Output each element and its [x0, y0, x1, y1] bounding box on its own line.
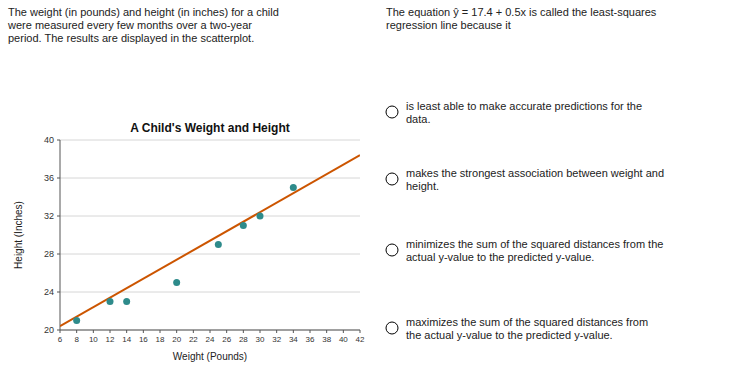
text-line: is least able to make accurate predictio…: [406, 100, 642, 112]
text-line: minimizes the sum of the squared distanc…: [406, 238, 663, 250]
x-tick-label: 14: [122, 335, 131, 344]
text-line: were measured every few months over a tw…: [7, 19, 252, 31]
text-line: regression line because it: [386, 19, 511, 31]
scatter-point: [73, 317, 80, 324]
x-tick: [143, 330, 144, 333]
plot-marks: [60, 155, 360, 326]
x-tick: [310, 330, 311, 333]
y-axis-label: Height (Inches): [13, 201, 24, 269]
x-tick-label: 24: [206, 335, 215, 344]
radio-circle: [386, 322, 398, 334]
y-tick-label: 24: [44, 287, 54, 297]
y-tick-label: 40: [44, 135, 54, 145]
y-tick-label: 32: [44, 211, 54, 221]
y-tick-label: 36: [44, 173, 54, 183]
x-axis-label: Weight (Pounds): [173, 351, 247, 362]
grid-line: [60, 254, 360, 255]
x-tick-label: 36: [306, 335, 315, 344]
text-line: The weight (in pounds) and height (in in…: [8, 6, 279, 18]
x-tick-label: 34: [289, 335, 298, 344]
text-line: period. The results are displayed in the…: [8, 32, 254, 44]
x-tick-label: 18: [156, 335, 165, 344]
option-text: makes the strongest association between …: [406, 167, 664, 192]
x-tick: [343, 330, 344, 333]
option-text: is least able to make accurate predictio…: [406, 100, 642, 125]
chart-title: A Child's Weight and Height: [130, 121, 290, 135]
scatter-point: [173, 279, 180, 286]
scatter-point: [257, 213, 264, 220]
x-tick-label: 40: [339, 335, 348, 344]
x-tick: [76, 330, 77, 333]
x-tick-label: 20: [172, 335, 181, 344]
x-tick: [326, 330, 327, 333]
regression-line: [60, 155, 360, 326]
x-tick-label: 6: [58, 335, 63, 344]
x-tick: [160, 330, 161, 333]
text-line: data.: [406, 113, 430, 125]
text-line: height.: [406, 180, 439, 192]
grid-line: [60, 216, 360, 217]
figure: 6 8 10 12 14 16 18 20 22 24 26 28 30 32 34 36 38 40 42 20 24…: [0, 0, 750, 373]
y-axis-line: [60, 140, 61, 330]
text-line: makes the strongest association between …: [406, 167, 664, 179]
y-tick: [57, 254, 60, 255]
x-tick-label: 38: [322, 335, 331, 344]
text-line: maximizes the sum of the squared distanc…: [406, 316, 648, 328]
x-tick-label: 22: [189, 335, 198, 344]
radio-circle: [386, 173, 398, 185]
y-tick: [57, 330, 60, 331]
grid-line: [60, 292, 360, 293]
x-tick-label: 10: [89, 335, 98, 344]
x-tick-label: 32: [272, 335, 281, 344]
y-tick: [57, 216, 60, 217]
text-line: The equation ŷ = 17.4 + 0.5x is called t…: [386, 6, 657, 18]
y-tick: [57, 140, 60, 141]
x-tick: [193, 330, 194, 333]
radio-circle: [386, 106, 398, 118]
x-tick: [293, 330, 294, 333]
scatter-point: [107, 298, 114, 305]
x-tick: [210, 330, 211, 333]
x-tick: [276, 330, 277, 333]
x-tick-label: 42: [356, 335, 365, 344]
x-tick: [260, 330, 261, 333]
scatter-point: [215, 241, 222, 248]
x-tick-label: 26: [222, 335, 231, 344]
x-tick-label: 8: [74, 335, 79, 344]
text-line: actual y-value to the predicted y-value.: [406, 251, 594, 263]
y-tick: [57, 178, 60, 179]
grid-line: [60, 140, 360, 141]
x-tick-label: 28: [239, 335, 248, 344]
scatter-point: [240, 222, 247, 229]
x-tick: [243, 330, 244, 333]
grid-line: [60, 178, 360, 179]
y-tick-label: 20: [44, 325, 54, 335]
scatter-point: [290, 184, 297, 191]
intro-text: The weight (in pounds) and height (in in…: [7, 6, 279, 44]
x-tick-label: 12: [106, 335, 115, 344]
y-tick-label: 28: [44, 249, 54, 259]
scatter-point: [123, 298, 130, 305]
x-tick: [126, 330, 127, 333]
x-tick: [360, 330, 361, 333]
x-tick: [226, 330, 227, 333]
y-tick: [57, 292, 60, 293]
radio-circle: [386, 244, 398, 256]
x-tick-label: 30: [256, 335, 265, 344]
option-text: minimizes the sum of the squared distanc…: [406, 238, 663, 263]
text-line: the actual y-value to the predicted y-va…: [406, 329, 613, 341]
x-tick: [93, 330, 94, 333]
x-tick-label: 16: [139, 335, 148, 344]
x-tick: [176, 330, 177, 333]
x-tick: [110, 330, 111, 333]
question-text: The equation ŷ = 17.4 + 0.5x is called t…: [386, 6, 657, 31]
option-text: maximizes the sum of the squared distanc…: [406, 316, 648, 341]
